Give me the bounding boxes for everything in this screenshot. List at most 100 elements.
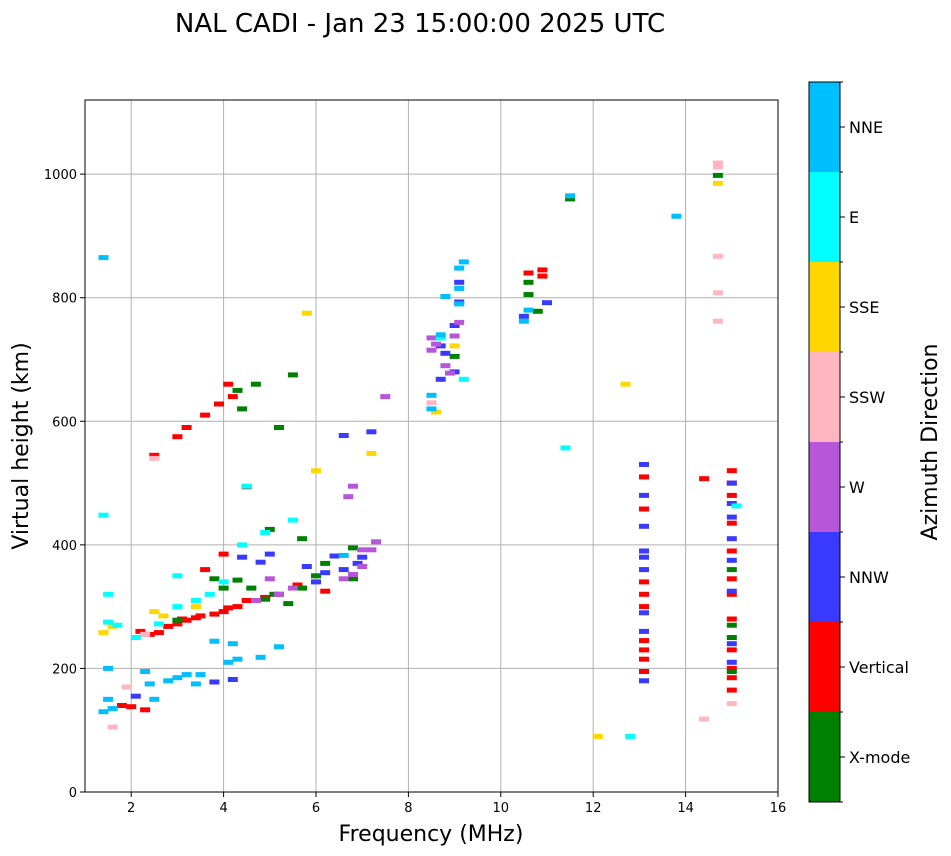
echo-point-nnw bbox=[311, 579, 321, 585]
echo-point-nnw bbox=[255, 559, 266, 565]
echo-point-nnw bbox=[449, 323, 460, 328]
echo-point-vertical bbox=[726, 548, 737, 554]
echo-point-vertical bbox=[135, 628, 146, 634]
echo-point-vertical bbox=[163, 623, 174, 629]
colorbar-tick-label: E bbox=[849, 208, 859, 227]
echo-point-vertical bbox=[726, 468, 737, 474]
echo-point-w bbox=[431, 341, 442, 347]
echo-point-nnw bbox=[454, 279, 465, 285]
colorbar-tick-label: NNE bbox=[849, 118, 883, 137]
echo-point-w bbox=[348, 572, 358, 577]
echo-point-nnw bbox=[301, 564, 312, 569]
echo-point-e bbox=[731, 503, 742, 509]
echo-point-vertical bbox=[537, 273, 548, 279]
grid-lines bbox=[85, 100, 779, 793]
echo-point-vertical bbox=[149, 452, 160, 458]
colorbar-segment-ssw bbox=[809, 352, 840, 442]
echo-point-w bbox=[338, 576, 349, 582]
y-tick-label: 0 bbox=[69, 786, 77, 801]
echo-point-nne bbox=[149, 696, 160, 702]
echo-point-nnw bbox=[329, 553, 340, 559]
echo-point-w bbox=[366, 547, 377, 553]
echo-point-w bbox=[250, 598, 261, 603]
echo-point-vertical bbox=[726, 687, 737, 693]
x-tick-label: 4 bbox=[219, 801, 227, 816]
echo-point-vertical bbox=[523, 270, 534, 276]
echo-point-x-mode bbox=[232, 387, 243, 393]
echo-point-vertical bbox=[181, 425, 192, 430]
echo-point-vertical bbox=[153, 630, 164, 636]
echo-point-ssw bbox=[149, 455, 160, 461]
echo-point-x-mode bbox=[274, 425, 284, 430]
echo-point-x-mode bbox=[449, 353, 460, 359]
echo-point-nnw bbox=[357, 554, 368, 560]
echo-point-nnw bbox=[726, 480, 737, 486]
colorbar-segment-sse bbox=[809, 262, 840, 352]
echo-point-vertical bbox=[639, 474, 649, 480]
x-tick-label: 12 bbox=[585, 801, 602, 816]
echo-point-nnw bbox=[639, 492, 649, 498]
echo-point-nne bbox=[163, 678, 174, 684]
echo-point-vertical bbox=[140, 707, 151, 713]
echo-point-vertical bbox=[126, 704, 137, 710]
echo-point-nne bbox=[209, 638, 220, 644]
echo-point-ssw bbox=[726, 701, 737, 707]
echo-point-e bbox=[103, 591, 114, 597]
echo-point-nnw bbox=[639, 610, 649, 616]
echo-point-sse bbox=[158, 613, 169, 619]
echo-point-sse bbox=[449, 343, 460, 349]
echo-point-nne bbox=[454, 285, 465, 291]
echo-point-vertical bbox=[117, 703, 127, 708]
echo-point-e bbox=[458, 376, 469, 382]
echo-point-w bbox=[348, 483, 358, 489]
echo-point-nnw bbox=[726, 659, 737, 665]
echo-point-ssw bbox=[140, 631, 151, 637]
echo-point-x-mode bbox=[726, 567, 737, 573]
echo-point-nnw bbox=[726, 536, 737, 542]
echo-point-w bbox=[343, 494, 354, 500]
echo-point-w bbox=[426, 335, 437, 341]
echo-point-vertical bbox=[241, 598, 252, 603]
echo-point-vertical bbox=[200, 567, 211, 573]
y-tick-label: 1000 bbox=[44, 168, 77, 183]
echo-point-nne bbox=[426, 392, 437, 398]
echo-point-nnw bbox=[352, 560, 363, 566]
echo-point-ssw bbox=[712, 253, 723, 259]
x-axis-label: Frequency (MHz) bbox=[339, 822, 524, 847]
echo-point-nne bbox=[195, 672, 206, 678]
echo-point-x-mode bbox=[297, 536, 308, 542]
echo-point-ssw bbox=[699, 716, 710, 722]
echo-point-w bbox=[274, 591, 284, 597]
echo-point-e bbox=[241, 483, 252, 489]
data-points bbox=[98, 160, 742, 739]
echo-point-nnw bbox=[366, 429, 377, 435]
echo-point-x-mode bbox=[260, 596, 271, 602]
echo-point-vertical bbox=[639, 638, 649, 644]
x-tick-label: 14 bbox=[677, 801, 694, 816]
echo-point-ssw bbox=[712, 318, 723, 324]
echo-point-vertical bbox=[699, 476, 710, 482]
echo-point-e bbox=[153, 621, 164, 627]
echo-point-sse bbox=[712, 180, 723, 186]
echo-point-w bbox=[454, 319, 465, 325]
echo-point-vertical bbox=[218, 551, 229, 557]
plot-background bbox=[85, 100, 778, 792]
echo-point-nne bbox=[107, 706, 118, 712]
echo-point-nne bbox=[98, 255, 109, 261]
echo-point-vertical bbox=[639, 656, 649, 662]
echo-point-w bbox=[445, 370, 455, 376]
echo-point-vertical bbox=[292, 582, 303, 588]
echo-point-e bbox=[237, 542, 248, 548]
echo-point-x-mode bbox=[218, 585, 229, 591]
echo-point-w bbox=[357, 564, 368, 569]
echo-point-w bbox=[264, 576, 275, 582]
echo-point-vertical bbox=[172, 621, 183, 627]
echo-point-x-mode bbox=[523, 292, 534, 298]
echo-point-nne bbox=[454, 301, 465, 307]
echo-point-vertical bbox=[223, 381, 234, 387]
echo-point-vertical bbox=[726, 576, 737, 582]
echo-point-nne bbox=[223, 659, 234, 665]
echo-point-nnw bbox=[639, 523, 649, 529]
echo-point-vertical bbox=[639, 604, 649, 610]
